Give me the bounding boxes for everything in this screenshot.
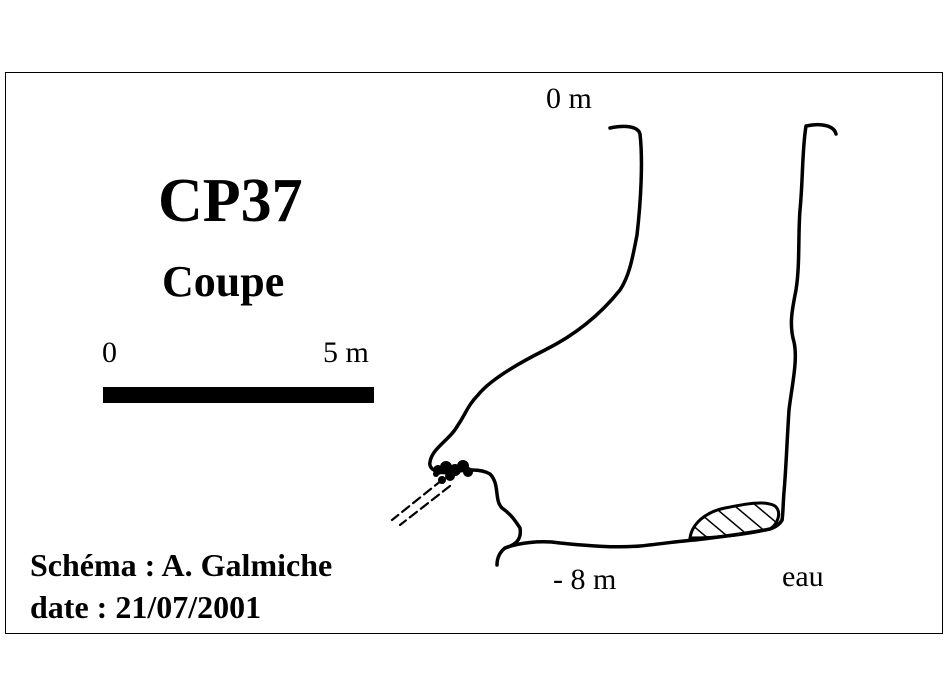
rubble-blocks bbox=[433, 460, 473, 484]
scale-bar bbox=[103, 387, 374, 403]
right-wall-outline bbox=[780, 122, 838, 522]
diagram-frame bbox=[5, 72, 943, 634]
left-wall-outline bbox=[428, 124, 644, 567]
depth-bottom-label: - 8 m bbox=[553, 563, 617, 596]
depth-top-label: 0 m bbox=[546, 82, 592, 115]
author-credit: Schéma : A. Galmiche bbox=[30, 547, 333, 583]
water-label: eau bbox=[782, 560, 824, 593]
unexplored-passage bbox=[390, 478, 452, 527]
section-subtitle: Coupe bbox=[162, 257, 285, 306]
survey-date: date : 21/07/2001 bbox=[30, 589, 262, 625]
scale-start-label: 0 bbox=[102, 336, 117, 369]
cave-title: CP37 bbox=[158, 167, 303, 235]
scale-end-label: 5 m bbox=[323, 336, 369, 369]
water-pool bbox=[688, 501, 781, 540]
